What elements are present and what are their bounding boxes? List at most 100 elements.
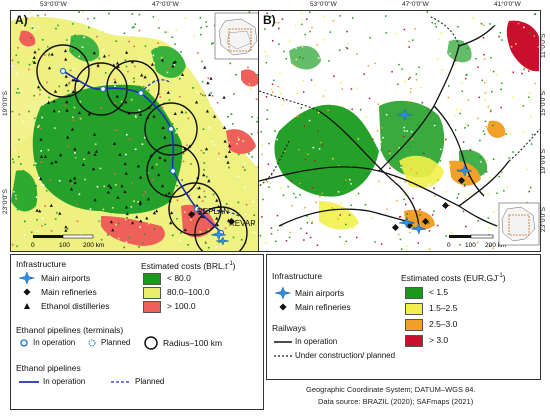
distillery-marker bbox=[115, 61, 120, 65]
panel-b-label: B) bbox=[263, 13, 276, 27]
distillery-marker bbox=[33, 60, 37, 64]
distillery-marker bbox=[195, 100, 199, 104]
distillery-marker bbox=[205, 109, 209, 113]
replan-label: REPLAN bbox=[197, 207, 229, 216]
svg-text:200 km: 200 km bbox=[485, 242, 506, 249]
legend-a-infra-title: Infrastructure bbox=[16, 259, 67, 269]
distillery-marker bbox=[93, 152, 97, 156]
distillery-marker bbox=[77, 111, 81, 115]
radius-circle bbox=[36, 44, 90, 98]
swatch-mid bbox=[143, 287, 161, 299]
coord-left-19s: 19°0'0"S bbox=[2, 91, 9, 116]
pipeline-planned bbox=[140, 79, 240, 217]
distillery-marker bbox=[46, 100, 51, 104]
pipeline-terminals bbox=[59, 67, 225, 237]
legend-a-pipe-op: In operation bbox=[43, 377, 86, 386]
legend-a-pipelines-title: Ethanol pipelines bbox=[16, 363, 81, 373]
distillery-marker bbox=[116, 195, 120, 199]
svg-text:100: 100 bbox=[59, 242, 70, 249]
legend-b-c1: < 1.5 bbox=[429, 287, 449, 297]
distillery-marker bbox=[195, 203, 199, 207]
inset-map-a bbox=[214, 12, 262, 60]
distillery-marker bbox=[160, 58, 164, 62]
distillery-marker bbox=[113, 80, 117, 84]
distillery-marker bbox=[226, 160, 230, 164]
distillery-marker bbox=[70, 127, 74, 131]
distillery-marker bbox=[163, 135, 167, 139]
distillery-marker bbox=[125, 50, 129, 54]
distillery-marker bbox=[173, 112, 177, 115]
legend-a-cost-high: > 100.0 bbox=[167, 301, 196, 311]
distillery-marker bbox=[150, 62, 154, 66]
distillery-marker bbox=[145, 216, 149, 220]
distillery-marker bbox=[50, 161, 54, 165]
distillery-marker bbox=[111, 228, 115, 232]
legend-a-cost-low: < 80.0 bbox=[167, 273, 191, 283]
distillery-marker bbox=[35, 208, 39, 212]
distillery-marker bbox=[96, 63, 100, 67]
distillery-marker bbox=[169, 221, 173, 225]
distillery-marker bbox=[124, 171, 128, 175]
legend-b-airports: Main airports bbox=[295, 288, 345, 298]
legend-a-distilleries: Ethanol distilleries bbox=[41, 301, 110, 311]
legend-b-c2: 1.5–2.5 bbox=[429, 303, 458, 313]
distillery-marker bbox=[152, 114, 156, 118]
distillery-marker bbox=[215, 216, 219, 220]
distillery-marker bbox=[146, 197, 151, 201]
distillery-marker bbox=[50, 52, 54, 56]
scale-bar-b: 0 100 200 km bbox=[447, 234, 506, 249]
swatch-c4 bbox=[405, 335, 423, 347]
distillery-marker bbox=[143, 75, 147, 79]
distillery-marker bbox=[87, 150, 91, 154]
distillery-marker bbox=[36, 85, 41, 89]
distillery-marker bbox=[39, 177, 43, 181]
distillery-marker bbox=[64, 57, 68, 61]
distillery-marker bbox=[158, 156, 162, 159]
legend-a-airports: Main airports bbox=[41, 273, 91, 283]
distillery-marker bbox=[215, 223, 220, 227]
distillery-marker bbox=[150, 165, 154, 169]
distillery-marker bbox=[227, 149, 232, 153]
legend-b-railways-title: Railways bbox=[272, 323, 307, 333]
distillery-marker bbox=[123, 162, 127, 166]
distillery-marker bbox=[202, 173, 206, 177]
distillery-marker bbox=[64, 74, 68, 78]
distillery-marker bbox=[203, 65, 207, 69]
swatch-c2 bbox=[405, 303, 423, 315]
legend-a-terminal-planned: Planned bbox=[101, 338, 131, 347]
distillery-marker bbox=[222, 95, 226, 99]
distillery-marker bbox=[106, 190, 110, 194]
coord-top-47w-b: 47°0'0"W bbox=[402, 1, 429, 8]
distillery-marker bbox=[139, 219, 143, 223]
inset-map-b bbox=[498, 202, 540, 246]
distillery-marker bbox=[157, 173, 161, 177]
distillery-triangle-icon bbox=[24, 303, 30, 309]
coord-right-23s: 23°0'0"S bbox=[540, 207, 547, 232]
swatch-high bbox=[143, 301, 161, 313]
railway-in-operation-icon bbox=[274, 341, 292, 343]
coord-top-47w-a: 47°0'0"W bbox=[152, 1, 179, 8]
revap-label: REVAP bbox=[229, 219, 256, 228]
refineries-b bbox=[391, 176, 466, 232]
legend-b-rail-op: In operation bbox=[295, 337, 338, 346]
distillery-marker bbox=[131, 221, 135, 225]
distillery-marker bbox=[138, 112, 143, 116]
distillery-marker bbox=[166, 90, 170, 94]
distillery-marker bbox=[228, 144, 232, 148]
distillery-marker bbox=[92, 132, 97, 136]
distillery-marker bbox=[124, 205, 129, 209]
refineries bbox=[187, 210, 236, 226]
distillery-marker bbox=[160, 184, 165, 188]
distillery-marker bbox=[63, 49, 68, 53]
distillery-marker bbox=[68, 178, 73, 182]
refinery-diamond-icon bbox=[23, 288, 31, 296]
distillery-marker bbox=[125, 212, 129, 216]
airport-icon bbox=[18, 272, 35, 284]
distillery-marker bbox=[49, 203, 53, 207]
legend-a-pipe-planned: Planned bbox=[135, 377, 165, 386]
pipeline-planned-icon bbox=[111, 381, 131, 383]
distillery-marker bbox=[224, 154, 228, 158]
distillery-marker bbox=[172, 60, 176, 64]
distillery-marker bbox=[222, 126, 227, 129]
distillery-marker bbox=[39, 155, 44, 158]
